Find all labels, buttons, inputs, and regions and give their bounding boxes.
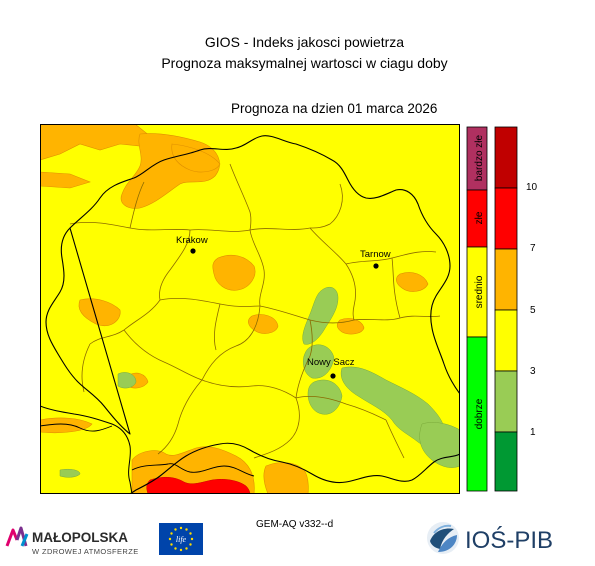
title-line-2: Prognoza maksymalnej wartosci w ciagu do… xyxy=(161,55,448,71)
malopolska-tagline: W ZDROWEJ ATMOSFERZE xyxy=(32,547,139,556)
red-zones xyxy=(146,477,251,494)
model-version: GEM-AQ v332--d xyxy=(256,519,334,530)
scale-tick-label: 5 xyxy=(530,305,536,316)
city-label: Nowy Sacz xyxy=(307,357,355,368)
city-marker-icon xyxy=(330,373,336,379)
scale-tick-label: 7 xyxy=(530,243,536,254)
city-nowy-sacz: Nowy Sacz xyxy=(307,357,355,379)
scale-tick-label: 10 xyxy=(526,182,538,193)
scale-swatch xyxy=(494,309,518,372)
forecast-date: Prognoza na dzien 01 marca 2026 xyxy=(231,101,438,116)
category-label: bardzo złe xyxy=(474,134,485,181)
category-dobrze xyxy=(466,336,488,492)
ios-pib-mark-icon xyxy=(427,522,459,554)
scale-tick-label: 3 xyxy=(530,366,536,377)
forecast-map: Krakow Tarnow Nowy Sacz xyxy=(40,124,460,494)
outer-border xyxy=(40,405,133,494)
scale-tick-label: 1 xyxy=(530,427,536,438)
city-marker-icon xyxy=(373,263,379,269)
malopolska-logo: MAŁOPOLSKA W ZDROWEJ ATMOSFERZE xyxy=(5,526,139,556)
map-frame xyxy=(40,124,460,494)
region-outline xyxy=(45,135,460,494)
category-label: srednio xyxy=(474,275,485,308)
eu-life-text: life xyxy=(176,535,187,544)
category-label: złe xyxy=(474,211,485,224)
scale-swatch xyxy=(494,431,518,492)
city-krakow: Krakow xyxy=(176,235,208,254)
city-tarnow: Tarnow xyxy=(360,249,391,269)
category-bar: bardzo złe złe srednio dobrze xyxy=(466,126,488,492)
southern-border xyxy=(40,423,113,432)
district-borders xyxy=(69,163,441,459)
scale-swatch xyxy=(494,187,518,250)
scale-swatch xyxy=(494,126,518,189)
city-label: Tarnow xyxy=(360,249,391,260)
eu-life-logo: life xyxy=(159,523,203,555)
category-label: dobrze xyxy=(474,398,485,429)
orange-zones xyxy=(40,124,429,494)
city-marker-icon xyxy=(190,248,196,254)
tatra-border xyxy=(131,463,255,477)
ios-pib-logo: IOŚ-PIB xyxy=(427,522,553,554)
scale-swatch xyxy=(494,370,518,433)
eu-stars-icon xyxy=(168,526,194,552)
city-label: Krakow xyxy=(176,235,208,246)
scale-swatch xyxy=(494,248,518,311)
index-legend: bardzo złe złe srednio dobrze 10 7 5 3 1 xyxy=(466,126,538,492)
title-line-1: GIOS - Indeks jakosci powietrza xyxy=(204,34,405,50)
malopolska-mark-icon xyxy=(5,526,29,547)
malopolska-name: MAŁOPOLSKA xyxy=(32,530,128,545)
ios-pib-name: IOŚ-PIB xyxy=(465,526,553,554)
value-bar: 10 7 5 3 1 xyxy=(494,126,538,492)
